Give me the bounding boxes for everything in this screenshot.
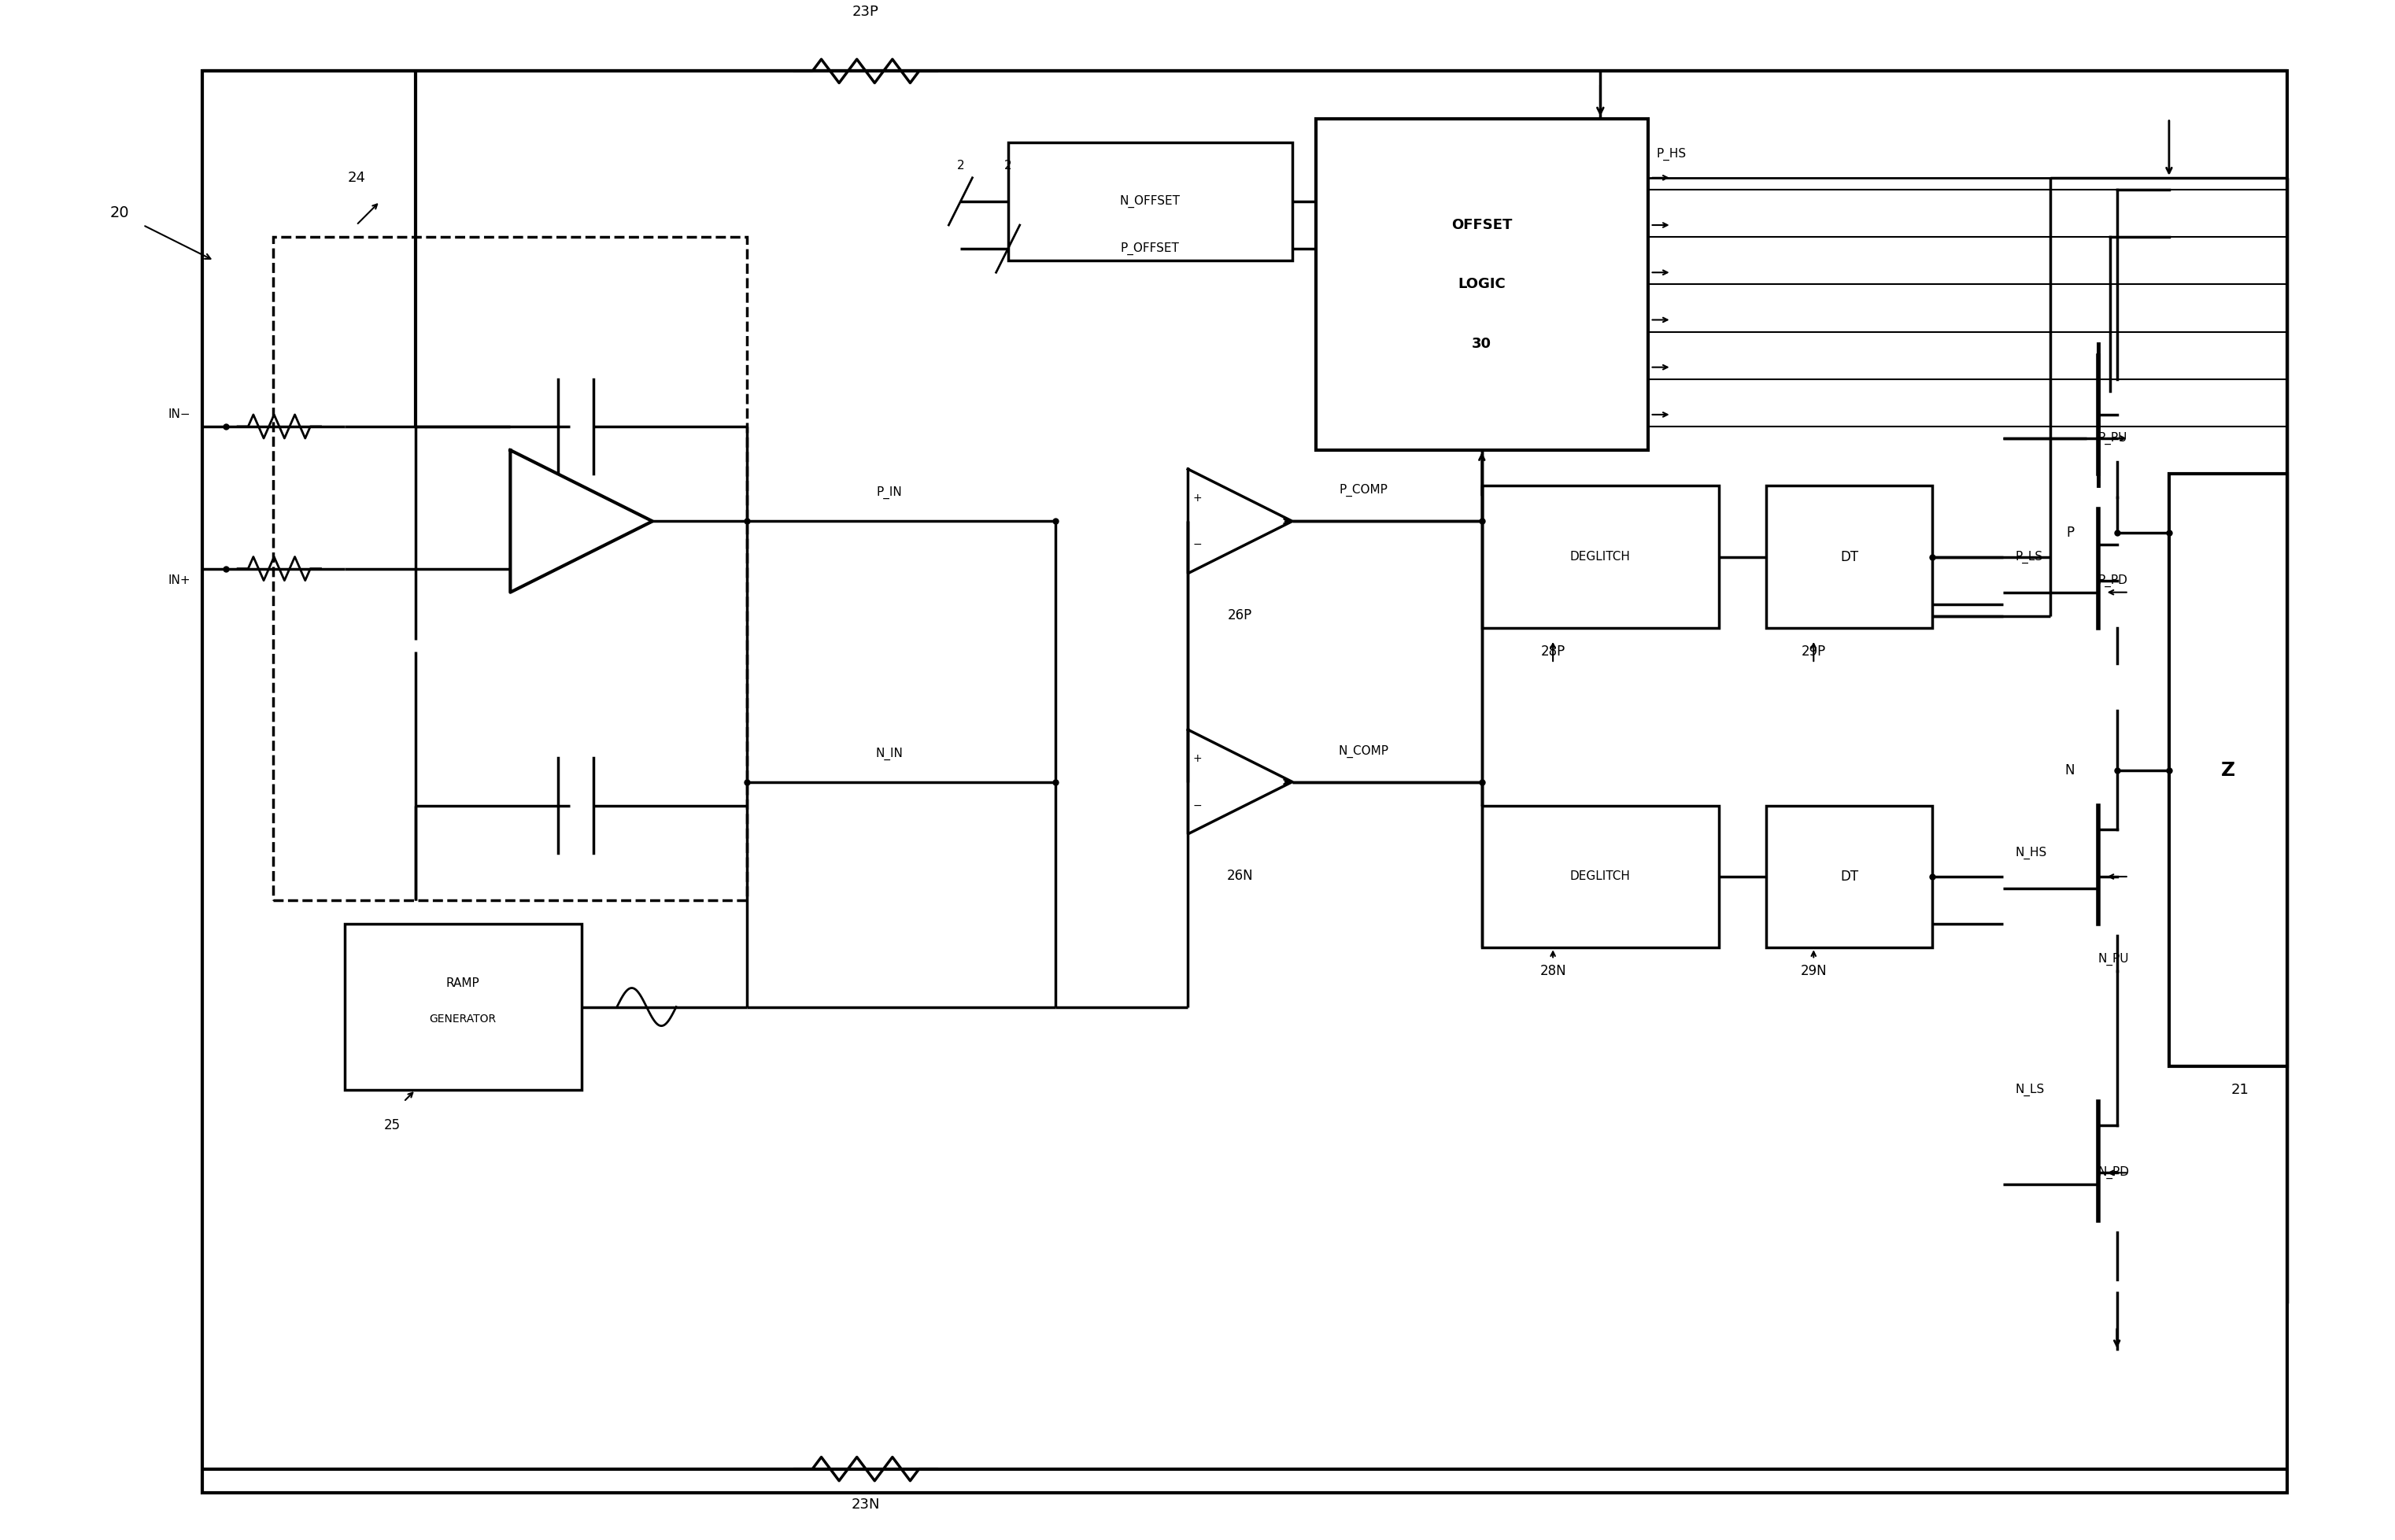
Text: N_COMP: N_COMP — [1339, 745, 1389, 758]
Text: DEGLITCH: DEGLITCH — [1571, 551, 1631, 562]
Polygon shape — [1188, 730, 1293, 835]
Text: P_PD: P_PD — [2098, 574, 2127, 587]
Text: 29P: 29P — [1801, 644, 1825, 659]
Text: 30: 30 — [1473, 336, 1492, 351]
Text: LOGIC: LOGIC — [1459, 277, 1506, 291]
Text: P_PU: P_PU — [2098, 431, 2127, 445]
Text: 28N: 28N — [1540, 964, 1566, 978]
Text: P_HS: P_HS — [1657, 148, 1686, 160]
Text: N_PU: N_PU — [2098, 953, 2129, 966]
Polygon shape — [1188, 470, 1293, 573]
Text: IN−: IN− — [168, 408, 192, 420]
Text: DT: DT — [1839, 550, 1859, 564]
Text: −: − — [1193, 539, 1202, 550]
Bar — [1765, 485, 1933, 628]
Text: 29N: 29N — [1801, 964, 1827, 978]
Text: Z: Z — [2220, 761, 2235, 779]
Text: N_IN: N_IN — [877, 747, 903, 759]
Text: DT: DT — [1839, 870, 1859, 884]
Text: 28P: 28P — [1540, 644, 1566, 659]
Bar — [1765, 805, 1933, 947]
Text: 26N: 26N — [1226, 869, 1253, 882]
Polygon shape — [510, 450, 651, 593]
Bar — [1315, 119, 1648, 450]
Bar — [345, 924, 582, 1090]
Bar — [273, 237, 747, 901]
Bar — [2170, 474, 2287, 1066]
Text: +: + — [1193, 753, 1202, 764]
Text: 2: 2 — [1004, 160, 1011, 172]
Text: P_OFFSET: P_OFFSET — [1121, 242, 1181, 256]
Text: −: − — [1193, 799, 1202, 810]
Bar — [1483, 805, 1720, 947]
Text: N_PD: N_PD — [2098, 1166, 2129, 1180]
Text: +: + — [1193, 493, 1202, 504]
Text: 20: 20 — [110, 206, 129, 220]
Text: N_OFFSET: N_OFFSET — [1121, 196, 1181, 208]
Text: P_IN: P_IN — [877, 487, 903, 499]
Text: P_LS: P_LS — [2014, 550, 2043, 564]
Text: 2: 2 — [956, 160, 965, 172]
Text: DEGLITCH: DEGLITCH — [1571, 870, 1631, 882]
Text: P: P — [2067, 527, 2074, 541]
Text: 23P: 23P — [853, 5, 879, 18]
Text: 21: 21 — [2232, 1083, 2249, 1096]
Text: 24: 24 — [347, 171, 366, 185]
Bar — [201, 71, 2287, 1492]
Text: N_LS: N_LS — [2014, 1084, 2045, 1096]
Text: 23N: 23N — [850, 1497, 879, 1512]
Text: OFFSET: OFFSET — [1451, 219, 1511, 233]
Bar — [1008, 142, 1293, 260]
Text: 25: 25 — [383, 1118, 400, 1132]
Text: 26P: 26P — [1229, 608, 1253, 622]
Text: GENERATOR: GENERATOR — [429, 1013, 496, 1024]
Text: N_HS: N_HS — [2014, 847, 2048, 859]
Text: IN+: IN+ — [168, 574, 192, 587]
Bar — [1483, 485, 1720, 628]
Text: N: N — [2064, 762, 2074, 778]
Text: RAMP: RAMP — [445, 978, 479, 989]
Text: P_COMP: P_COMP — [1339, 484, 1387, 497]
